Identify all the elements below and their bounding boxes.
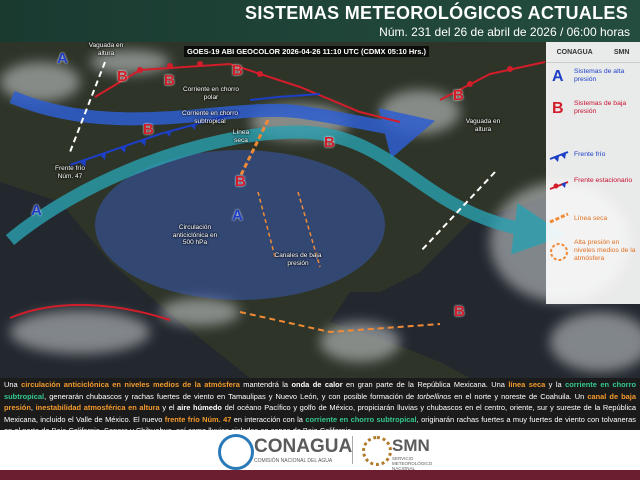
subtitle: Núm. 231 del 26 de abril de 2026 / 06:00… — [379, 25, 630, 39]
map-label: Frente frío Núm. 47 — [55, 165, 85, 180]
bulletin-text: y la — [545, 380, 566, 389]
smn-name: SMN — [392, 436, 430, 455]
conagua-name: CONAGUA — [254, 436, 353, 457]
bulletin-text: aire húmedo — [177, 403, 222, 412]
bulletin-text: corriente en chorro subtropical — [4, 380, 637, 401]
legend-item: Línea seca — [574, 215, 608, 222]
low-pressure: B — [232, 62, 243, 79]
map-label: Canales de baja presión — [274, 252, 322, 267]
low-pressure: B — [143, 121, 154, 138]
legend-icons — [549, 151, 569, 261]
map-label: Vaguada en altura — [88, 42, 124, 57]
legend-item: Sistemas de alta presión — [574, 68, 625, 83]
bulletin-text: torbellinos — [417, 391, 452, 401]
bulletin: Una circulación anticiclónica en niveles… — [0, 378, 640, 435]
bulletin-text: onda de calor — [291, 380, 343, 389]
bulletin-text: canal de baja presión — [4, 391, 637, 413]
title: SISTEMAS METEOROLÓGICOS ACTUALES — [245, 3, 628, 23]
bulletin-text: frente frío Núm. 47 — [164, 414, 232, 424]
footer-strip — [0, 470, 640, 480]
bulletin-text: Una — [4, 380, 22, 389]
legend-item: Alta presión en niveles medios de la atm… — [574, 239, 636, 262]
footer: CONAGUA COMISIÓN NACIONAL DEL AGUA SMN S… — [0, 430, 640, 471]
bulletin-text: del océano Pacífico y golfo de México, p… — [4, 403, 636, 424]
bulletin-text: corriente en chorro subtropical — [305, 414, 417, 424]
bulletin-text: , generarán chubascos y rachas fuertes d… — [44, 391, 418, 401]
high-pressure: A — [57, 50, 68, 67]
logo-smn: SMN — [613, 48, 630, 56]
low-pressure: B — [454, 303, 465, 320]
bulletin-text: en el norte y noreste de Coahuila. Un — [451, 391, 588, 401]
conagua-icon — [218, 434, 254, 470]
satellite-caption: GOES-19 ABI GEOCOLOR 2026-04-26 11:10 UT… — [184, 46, 429, 57]
map-label: Corriente en chorro polar — [183, 86, 239, 101]
bulletin-text: en gran parte de la República Mexicana. … — [342, 380, 509, 389]
header: SISTEMAS METEOROLÓGICOS ACTUALES Núm. 23… — [0, 0, 640, 42]
bulletin-text: circulación anticiclónica en niveles med… — [21, 380, 240, 389]
low-pressure: B — [164, 72, 175, 89]
smn-icon — [362, 436, 392, 466]
map-label: Línea seca — [232, 129, 250, 144]
bulletin-text: inestabilidad atmosférica en altura — [35, 403, 160, 412]
divider — [352, 436, 353, 464]
map-label: Circulación anticiclónica en 500 hPa — [172, 224, 218, 246]
low-pressure: B — [235, 173, 246, 190]
bulletin-text: , — [30, 403, 36, 412]
bulletin-text: mantendrá la — [239, 380, 292, 389]
legend-symbol: B — [552, 100, 564, 117]
low-pressure: B — [453, 87, 464, 104]
legend-symbol: A — [552, 68, 564, 85]
legend-item: Frente estacionario — [574, 177, 633, 184]
satellite-map — [0, 42, 640, 378]
low-pressure: B — [117, 68, 128, 85]
legend-item: Sistemas de baja presión — [574, 100, 627, 115]
map-label: Corriente en chorro subtropical — [182, 110, 238, 125]
legend-logos: CONAGUA SMN — [546, 42, 640, 63]
legend: CONAGUA SMN A Sistemas de alta presión B… — [546, 42, 640, 304]
logo-conagua: CONAGUA — [556, 48, 593, 56]
high-pressure: A — [31, 202, 42, 219]
low-pressure: B — [324, 134, 335, 151]
bulletin-text: línea seca — [508, 380, 546, 389]
conagua-sub: COMISIÓN NACIONAL DEL AGUA — [254, 458, 333, 464]
legend-item: Frente frío — [574, 151, 606, 158]
bulletin-text: en interacción con la — [231, 414, 306, 424]
high-pressure: A — [232, 207, 243, 224]
bulletin-text: y el — [159, 403, 178, 412]
smn-sub: SERVICIO METEOROLÓGICO NACIONAL — [392, 456, 433, 471]
map-label: Vaguada en altura — [465, 118, 501, 133]
